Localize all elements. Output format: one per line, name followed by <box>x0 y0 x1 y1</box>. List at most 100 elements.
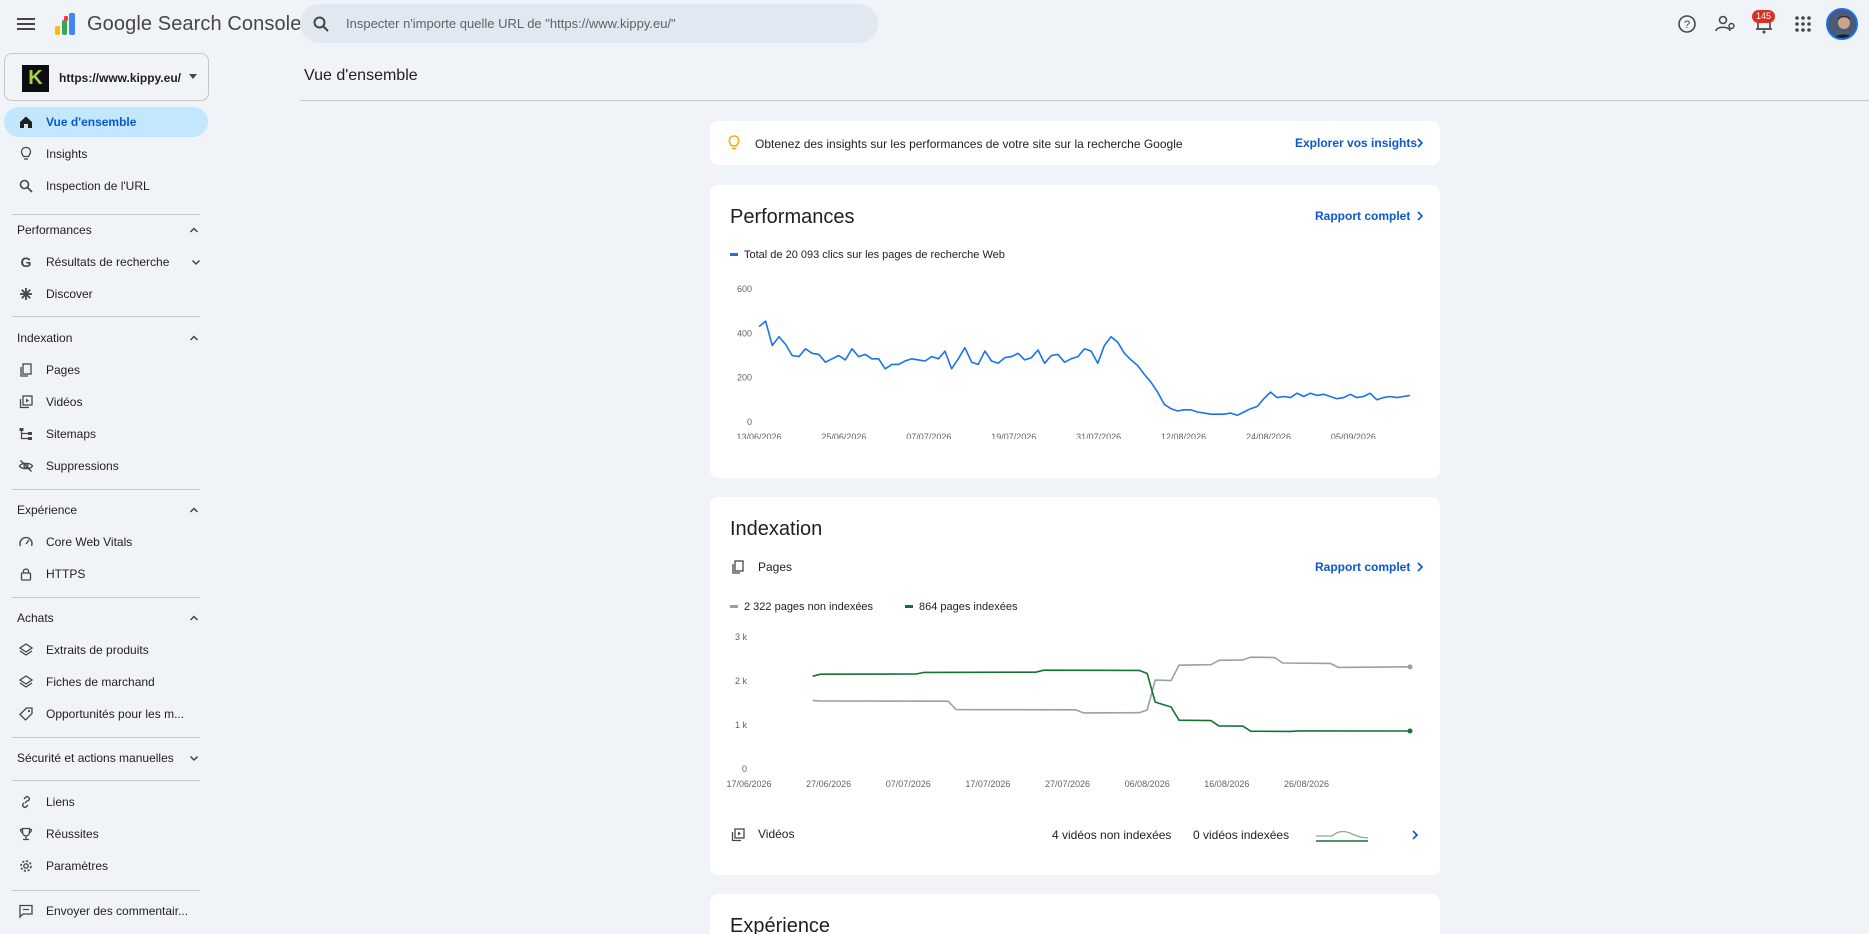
sidebar-item-label: Core Web Vitals <box>46 535 133 549</box>
sidebar-item-shopping-opportunities[interactable]: Opportunités pour les m... <box>4 699 208 729</box>
link-icon <box>21 795 31 809</box>
section-shopping[interactable]: Achats <box>4 603 208 633</box>
explore-insights-link[interactable]: Explorer vos insights <box>1295 136 1418 150</box>
section-label: Expérience <box>17 503 78 517</box>
legend-label: 864 pages indexées <box>919 601 1018 613</box>
top-bar: Google Search Console ? 145 <box>0 0 1869 48</box>
sidebar-item-label: Inspection de l'URL <box>46 179 150 193</box>
sidebar-divider <box>12 214 200 215</box>
section-indexing[interactable]: Indexation <box>4 323 208 353</box>
sidebar-divider <box>12 780 200 781</box>
sidebar: K https://www.kippy.eu/ Vue d'ensemble I… <box>0 48 210 934</box>
sidebar-item-core-web-vitals[interactable]: Core Web Vitals <box>4 527 208 557</box>
legend-label: Total de 20 093 clics sur les pages de r… <box>744 249 1005 261</box>
chevron-right-icon[interactable] <box>1414 210 1426 222</box>
svg-text:G: G <box>21 254 32 270</box>
sidebar-item-videos[interactable]: Vidéos <box>4 387 208 417</box>
pages-copy-icon <box>732 560 744 574</box>
chevron-right-icon[interactable] <box>1409 829 1421 841</box>
sidebar-item-label: Envoyer des commentair... <box>46 904 189 918</box>
chevron-right-icon[interactable] <box>1414 137 1426 149</box>
indexing-card: Indexation Pages Rapport complet 2 322 p… <box>710 497 1440 875</box>
sidebar-item-discover[interactable]: Discover <box>4 279 208 309</box>
help-icon[interactable]: ? <box>1675 12 1699 36</box>
sidebar-item-achievements[interactable]: Réussites <box>4 819 208 849</box>
videos-indexed-count: 0 vidéos indexées <box>1193 828 1290 842</box>
account-avatar[interactable] <box>1826 8 1858 40</box>
search-console-logo-icon[interactable] <box>52 10 80 38</box>
section-label: Performances <box>17 223 92 237</box>
sidebar-item-url-inspection[interactable]: Inspection de l'URL <box>4 171 208 201</box>
hamburger-menu-icon[interactable] <box>14 12 38 36</box>
sidebar-item-label: Liens <box>46 795 75 809</box>
x-tick-label: 27/07/2026 <box>1045 779 1090 789</box>
tag-icon <box>19 707 33 721</box>
sidebar-divider <box>12 890 200 891</box>
indexing-full-report-link[interactable]: Rapport complet <box>1315 560 1411 574</box>
sidebar-item-insights[interactable]: Insights <box>4 139 208 169</box>
svg-text:?: ? <box>1684 19 1690 31</box>
sidebar-item-settings[interactable]: Paramètres <box>4 851 208 881</box>
lock-icon <box>20 568 32 581</box>
page-title: Vue d'ensemble <box>304 67 418 84</box>
section-security[interactable]: Sécurité et actions manuelles <box>4 743 208 773</box>
apps-grid-icon[interactable] <box>1791 12 1815 36</box>
speed-gauge-icon <box>19 536 33 547</box>
section-experience[interactable]: Expérience <box>4 495 208 525</box>
legend-swatch <box>905 604 913 608</box>
sidebar-item-product-snippets[interactable]: Extraits de produits <box>4 635 208 665</box>
sidebar-item-label: Vue d'ensemble <box>46 115 137 129</box>
notifications-badge: 145 <box>1752 10 1776 23</box>
sidebar-item-label: Pages <box>46 363 81 377</box>
series-end-point <box>1407 728 1413 734</box>
x-tick-label: 17/07/2026 <box>965 779 1010 789</box>
search-input[interactable] <box>346 4 866 43</box>
url-inspection-search[interactable] <box>300 4 878 43</box>
sidebar-item-label: Fiches de marchand <box>46 675 155 689</box>
asterisk-icon <box>20 288 32 300</box>
x-tick-label: 31/07/2026 <box>1076 432 1121 439</box>
performance-full-report-link[interactable]: Rapport complet <box>1315 209 1411 223</box>
sidebar-item-links[interactable]: Liens <box>4 787 208 817</box>
sidebar-item-label: Extraits de produits <box>46 643 149 657</box>
y-tick-label: 1 k <box>735 720 748 730</box>
videos-row[interactable]: Vidéos 4 vidéos non indexées 0 vidéos in… <box>710 815 1440 855</box>
avatar-photo-icon <box>1828 10 1856 38</box>
x-tick-label: 27/06/2026 <box>806 779 851 789</box>
y-tick-label: 2 k <box>735 676 748 686</box>
indexing-title: Indexation <box>730 518 823 540</box>
sidebar-item-label: Opportunités pour les m... <box>46 707 185 721</box>
sidebar-item-removals[interactable]: Suppressions <box>4 451 208 481</box>
y-tick-label: 200 <box>737 373 752 383</box>
sidebar-item-https[interactable]: HTTPS <box>4 559 208 589</box>
experience-title: Expérience <box>730 915 831 934</box>
video-library-icon <box>731 828 745 842</box>
dropdown-caret-icon <box>189 74 197 79</box>
y-tick-label: 0 <box>747 417 752 427</box>
sidebar-item-sitemaps[interactable]: Sitemaps <box>4 419 208 449</box>
section-label: Sécurité et actions manuelles <box>17 751 174 765</box>
legend-label: 2 322 pages non indexées <box>744 601 874 613</box>
sidebar-item-merchant-listings[interactable]: Fiches de marchand <box>4 667 208 697</box>
performance-card: Performances Rapport complet Total de 20… <box>710 185 1440 478</box>
legend-swatch <box>730 252 738 256</box>
sidebar-item-feedback[interactable]: Envoyer des commentair... <box>4 896 208 926</box>
sitemap-icon <box>19 428 32 440</box>
video-library-icon <box>19 395 33 409</box>
chevron-right-icon[interactable] <box>1414 561 1426 573</box>
experience-card: Expérience <box>710 894 1440 934</box>
section-performance[interactable]: Performances <box>4 215 208 245</box>
sidebar-item-search-results[interactable]: G Résultats de recherche <box>4 247 208 277</box>
videos-not-indexed-count: 4 vidéos non indexées <box>1052 828 1172 842</box>
manage-users-icon[interactable] <box>1713 12 1737 36</box>
series-line <box>812 656 1411 714</box>
series-line <box>812 669 1411 733</box>
sidebar-item-overview[interactable]: Vue d'ensemble <box>4 107 208 137</box>
layers-icon <box>18 675 34 688</box>
x-tick-label: 19/07/2026 <box>991 432 1036 439</box>
property-selector[interactable]: K https://www.kippy.eu/ <box>4 53 209 101</box>
chevron-down-icon[interactable] <box>190 256 202 268</box>
sidebar-item-pages[interactable]: Pages <box>4 355 208 385</box>
indexing-pages-chart: 0 1 k 2 k 3 k 17/06/2026 27/06/2026 07/07/2026… <box>726 632 1413 789</box>
indexing-pages-label: Pages <box>758 560 793 574</box>
